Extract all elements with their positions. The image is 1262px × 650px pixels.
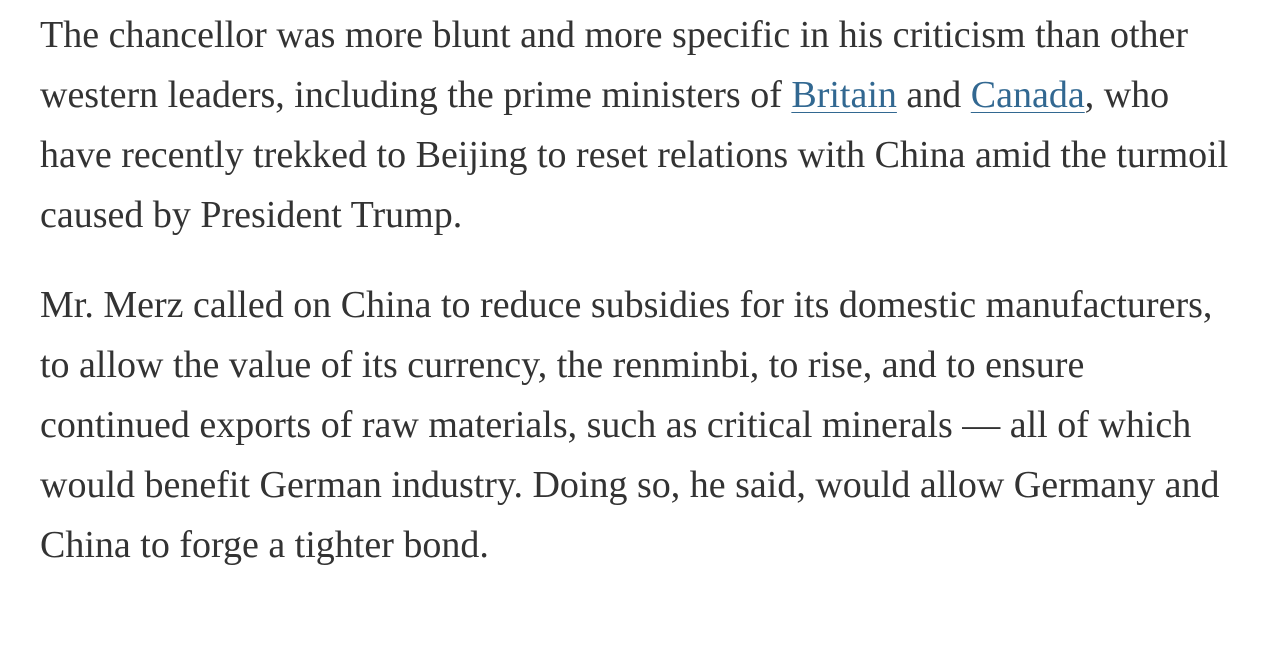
inline-link[interactable]: Canada xyxy=(970,74,1085,116)
text-run: The chancellor was more blunt and more s… xyxy=(40,14,1189,116)
text-run: , who have recently trekked to Beijing t… xyxy=(40,74,1229,236)
article-body: The chancellor was more blunt and more s… xyxy=(40,5,1235,575)
paragraph: The chancellor was more blunt and more s… xyxy=(40,5,1235,245)
text-run: and xyxy=(896,74,971,116)
paragraph: Mr. Merz called on China to reduce subsi… xyxy=(40,275,1235,575)
inline-link[interactable]: Britain xyxy=(791,74,897,116)
text-run: Mr. Merz called on China to reduce subsi… xyxy=(40,284,1220,566)
